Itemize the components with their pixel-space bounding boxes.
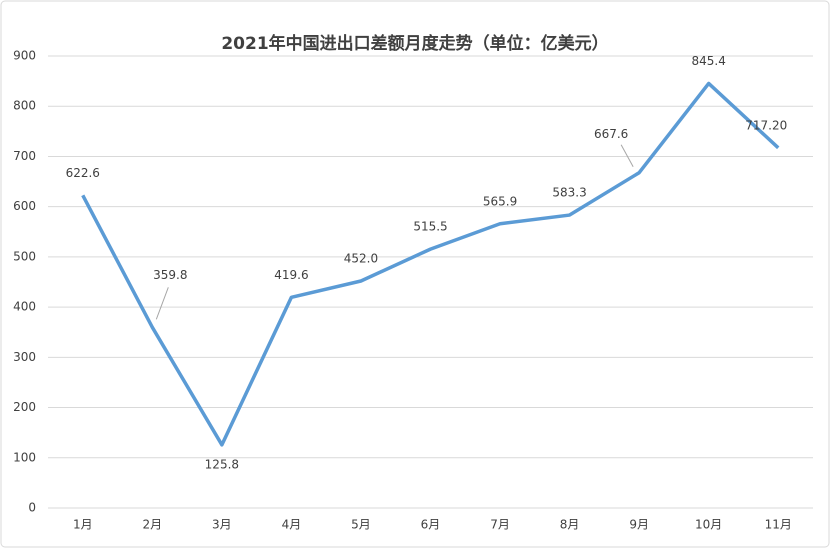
data-label: 667.6 <box>594 127 628 141</box>
x-tick-label: 8月 <box>560 518 580 532</box>
x-tick-label: 7月 <box>490 518 510 532</box>
x-tick-label: 1月 <box>73 518 93 532</box>
data-label: 717.20 <box>745 118 787 132</box>
y-tick-label: 800 <box>13 99 36 113</box>
label-leader <box>620 144 634 167</box>
x-tick-label: 11月 <box>765 518 792 532</box>
data-label: 845.4 <box>692 54 726 68</box>
x-tick-label: 10月 <box>695 518 722 532</box>
data-label: 515.5 <box>413 220 447 234</box>
y-tick-label: 700 <box>13 149 36 163</box>
data-line <box>81 81 780 447</box>
x-tick-label: 6月 <box>421 518 441 532</box>
y-tick-label: 600 <box>13 199 36 213</box>
x-tick-label: 5月 <box>351 518 371 532</box>
x-tick-label: 4月 <box>282 518 302 532</box>
chart-title: 2021年中国进出口差额月度走势（单位：亿美元） <box>221 33 608 54</box>
data-label: 622.6 <box>66 166 100 180</box>
y-tick-label: 500 <box>13 249 36 263</box>
y-tick-label: 100 <box>13 450 36 464</box>
y-tick-label: 900 <box>13 49 36 63</box>
x-tick-label: 2月 <box>142 518 162 532</box>
y-tick-label: 200 <box>13 400 36 414</box>
x-tick-label: 9月 <box>629 518 649 532</box>
data-label: 359.8 <box>153 268 187 282</box>
data-label: 583.3 <box>552 186 586 200</box>
y-tick-label: 0 <box>28 501 36 515</box>
data-label: 565.9 <box>483 194 517 208</box>
label-leader <box>155 287 169 320</box>
data-label: 125.8 <box>205 457 239 471</box>
y-tick-label: 400 <box>13 300 36 314</box>
x-tick-label: 3月 <box>212 518 232 532</box>
data-label: 452.0 <box>344 251 378 265</box>
data-label: 419.6 <box>274 268 308 282</box>
y-tick-label: 300 <box>13 350 36 364</box>
